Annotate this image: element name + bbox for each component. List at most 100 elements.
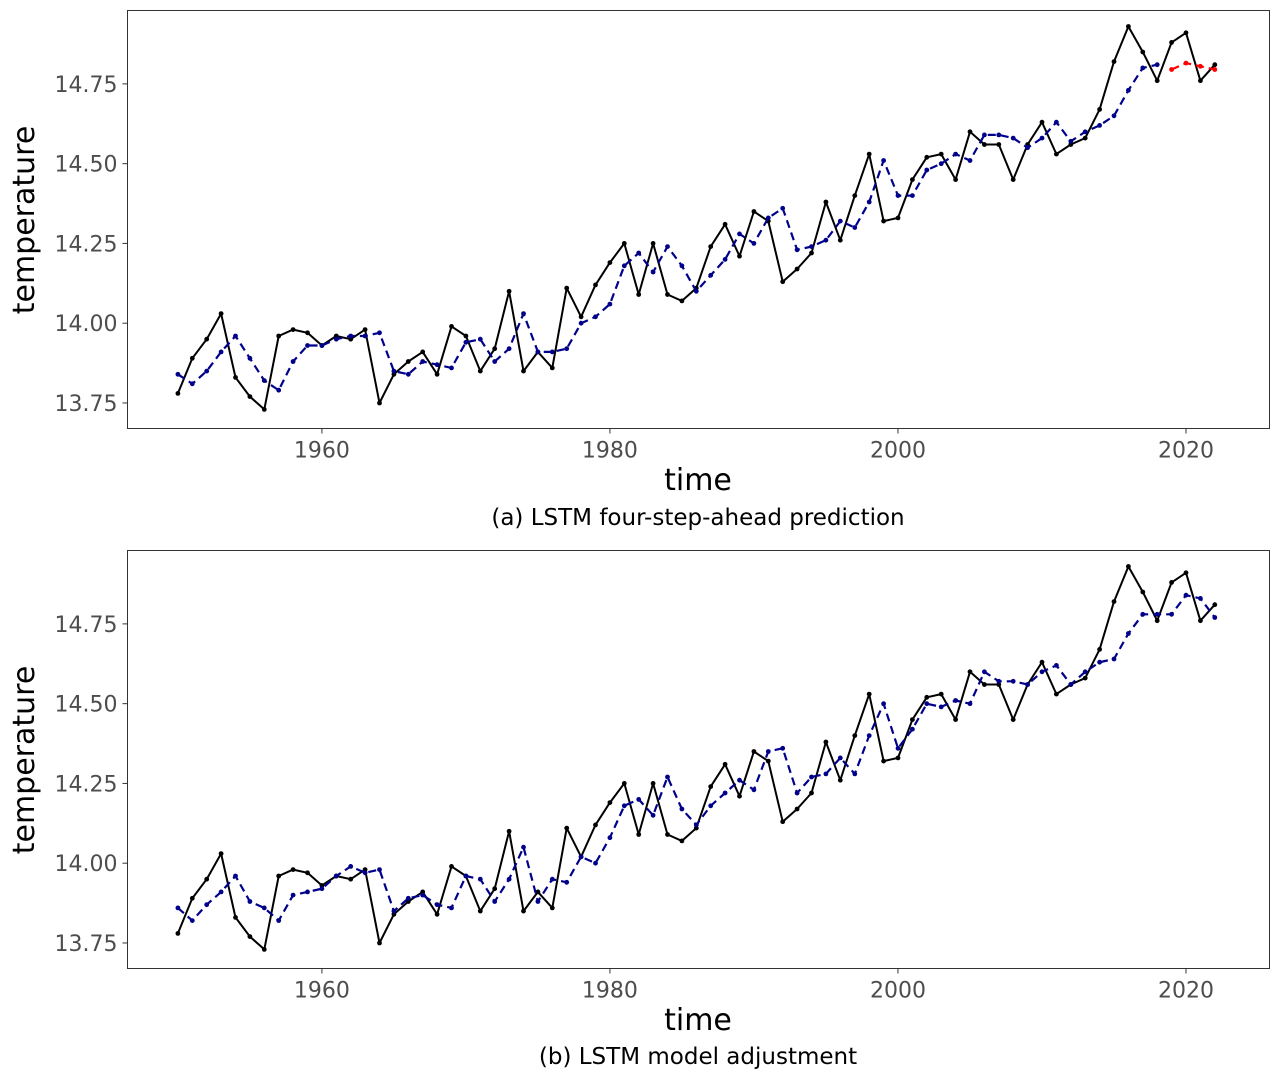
fitted-point [852, 225, 858, 230]
observed-point [261, 947, 267, 952]
observed-point [650, 781, 656, 786]
fitted-point [319, 886, 325, 892]
y-tick-label: 14.00 [55, 312, 118, 337]
axis-layer: 1960 1980 2000 2020 13.75 14.00 14.25 14.50 14.7… [55, 73, 1214, 464]
fitted-point [1140, 611, 1146, 617]
forecast-series-line [1171, 61, 1216, 71]
fitted-point [1126, 631, 1131, 636]
observed-point [780, 819, 786, 825]
fitted-point [679, 806, 685, 812]
fitted-point [549, 876, 555, 882]
observed-point [549, 365, 555, 371]
fitted-point [924, 701, 930, 707]
fitted-point [463, 873, 469, 879]
fitted-point [348, 864, 354, 869]
observed-point [477, 908, 483, 914]
fitted-point [1126, 87, 1131, 93]
chart-panel-a: 1960 1980 2000 2020 13.75 14.00 14.25 14.50 14.7… [7, 10, 1270, 531]
observed-point [1054, 691, 1059, 697]
observed-point [189, 895, 195, 901]
fitted-point [405, 895, 411, 901]
fitted-point [1140, 65, 1146, 71]
observed-point [982, 682, 987, 687]
fitted-point [852, 771, 858, 777]
fitted-point [751, 787, 757, 793]
observed-series-line [176, 565, 1216, 951]
fitted-point [967, 158, 973, 163]
fitted-point [218, 889, 224, 895]
fitted-point [1097, 123, 1102, 128]
fitted-point [967, 701, 973, 707]
fitted-point [218, 349, 224, 355]
observed-point [1140, 49, 1146, 55]
fitted-point [938, 704, 944, 710]
fitted-point [1068, 138, 1074, 144]
fitted-point [247, 899, 253, 904]
observed-point [233, 375, 238, 380]
fitted-point [895, 193, 901, 199]
observed-point [1212, 602, 1218, 608]
fitted-point [434, 362, 440, 368]
observed-point [305, 870, 310, 876]
fitted-point [794, 247, 800, 253]
y-tick-label: 14.50 [55, 693, 118, 718]
fitted-point [895, 745, 901, 751]
observed-point [1039, 119, 1045, 125]
fitted-point [708, 272, 714, 278]
observed-point [621, 781, 627, 786]
observed-point [1198, 618, 1203, 624]
fitted-point [305, 343, 310, 348]
observed-point [1111, 59, 1117, 64]
observed-point [305, 330, 310, 336]
observed-point [362, 327, 368, 332]
observed-point [593, 282, 598, 288]
fitted-point [593, 314, 598, 320]
observed-point [924, 694, 930, 700]
fitted-point [953, 698, 958, 703]
observed-point [290, 327, 296, 332]
fitted-point [233, 873, 238, 879]
y-tick-label: 14.00 [55, 852, 118, 877]
fitted-point [809, 244, 814, 250]
fitted-point [333, 336, 339, 342]
observed-point [809, 790, 814, 796]
observed-point [449, 864, 454, 869]
fitted-point [247, 355, 253, 361]
observed-point [449, 324, 454, 329]
fitted-point [1082, 129, 1088, 135]
y-tick-label: 13.75 [55, 932, 118, 957]
fitted-point [549, 349, 555, 355]
fitted-point [1111, 113, 1117, 119]
x-axis-title: time [664, 1003, 732, 1038]
fitted-point [866, 199, 872, 205]
fitted-point [319, 343, 325, 348]
fitted-point [1054, 663, 1059, 668]
fitted-point [996, 678, 1002, 684]
observed-point [938, 151, 944, 157]
observed-point [895, 215, 901, 221]
fitted-point [477, 876, 483, 882]
observed-point [751, 749, 757, 754]
y-tick-label: 14.50 [55, 153, 118, 178]
observed-point [794, 266, 800, 272]
observed-point [477, 368, 483, 374]
fitted-point [506, 346, 512, 352]
fitted-point [434, 902, 440, 908]
observed-point [405, 359, 411, 364]
fitted-point [204, 902, 210, 908]
observed-point [1010, 177, 1016, 183]
fitted-point [679, 263, 685, 269]
fitted-point [449, 905, 454, 911]
observed-point [218, 311, 224, 316]
observed-point [967, 129, 973, 135]
observed-point [218, 851, 224, 856]
fitted-point [910, 193, 915, 199]
fitted-point [809, 774, 814, 780]
observed-point [1082, 675, 1088, 681]
observed-point [794, 806, 800, 812]
fitted-point [420, 892, 426, 898]
observed-point [261, 407, 267, 412]
observed-point [348, 876, 354, 882]
fitted-point [1212, 615, 1218, 620]
